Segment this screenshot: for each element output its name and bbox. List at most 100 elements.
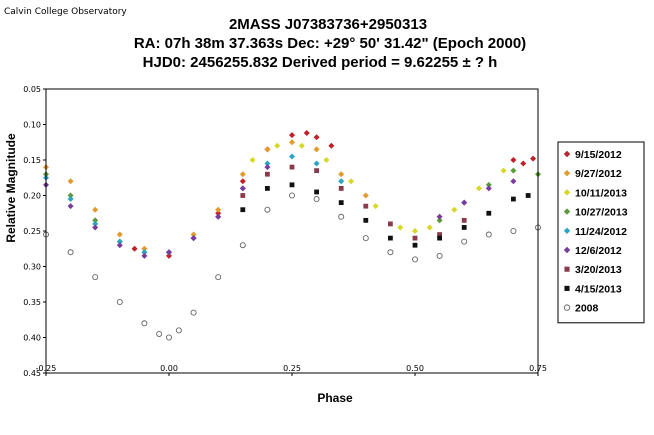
plot-area [43, 130, 542, 341]
x-tick-label: 0.00 [160, 364, 178, 373]
x-tick-label: -0.25 [36, 364, 57, 373]
observatory-credit: Calvin College Observatory [4, 7, 127, 17]
data-point [475, 185, 482, 192]
chart-subtitle-period: HJD0: 2456255.832 Derived period = 9.622… [142, 54, 498, 71]
data-point [289, 164, 295, 170]
y-tick-label: 0.20 [23, 192, 41, 201]
data-point [289, 182, 295, 188]
data-point [461, 217, 467, 223]
data-point [265, 186, 270, 191]
data-point [215, 274, 222, 281]
chart-title: 2MASS J07383736+2950313 [228, 16, 428, 33]
axes: 0.05 0.10 0.15 0.20 0.25 0.30 0.35 0.40 0.45-0.2… [23, 85, 547, 378]
data-point [264, 160, 271, 167]
data-point [338, 171, 345, 178]
y-tick-label: 0.05 [23, 85, 41, 94]
data-point [289, 139, 295, 146]
data-point [485, 181, 492, 188]
y-tick-label: 0.25 [23, 227, 41, 236]
data-point [116, 242, 123, 249]
legend-label: 9/15/2012 [575, 149, 622, 161]
data-point [510, 178, 517, 185]
data-point [436, 252, 443, 259]
data-point [338, 200, 344, 205]
data-point [67, 249, 74, 256]
data-point [328, 142, 335, 149]
data-point [190, 235, 197, 242]
series-8 [43, 192, 542, 341]
series-5 [43, 164, 517, 259]
legend-box [557, 141, 645, 324]
y-tick-label: 0.40 [23, 334, 41, 343]
x-axis-label: Phase [317, 391, 353, 405]
data-point [520, 160, 527, 167]
data-point [166, 252, 172, 259]
data-point [298, 142, 305, 149]
data-point [116, 299, 123, 306]
data-point [249, 157, 256, 163]
data-point [67, 192, 74, 199]
data-point [412, 235, 418, 241]
data-point [486, 210, 492, 216]
data-point [215, 213, 222, 220]
data-point [92, 217, 99, 224]
data-point [313, 134, 320, 141]
legend-marker [563, 227, 571, 234]
data-point [239, 171, 246, 178]
data-point [388, 221, 393, 227]
legend-marker [563, 304, 571, 311]
legend-label: 11/24/2012 [575, 226, 627, 238]
data-point [141, 252, 148, 259]
data-point [363, 203, 369, 209]
data-point [289, 192, 296, 199]
series-7 [240, 182, 531, 248]
data-point [412, 242, 418, 248]
y-tick-label: 0.15 [23, 156, 41, 165]
data-point [264, 206, 271, 213]
data-point [131, 245, 138, 252]
data-point [387, 249, 394, 256]
data-point [313, 160, 320, 167]
data-point [165, 334, 172, 341]
data-point [362, 235, 369, 242]
data-point [92, 206, 99, 213]
series-2 [249, 142, 507, 234]
data-point [461, 199, 468, 206]
legend-label: 12/6/2012 [575, 245, 622, 257]
data-point [141, 249, 148, 256]
data-point [156, 330, 163, 337]
data-point [348, 178, 355, 185]
data-point [264, 164, 271, 171]
data-point [289, 153, 295, 160]
data-point [397, 224, 404, 231]
data-point [461, 238, 468, 245]
data-point [500, 167, 507, 174]
y-tick-label: 0.10 [23, 121, 41, 130]
data-point [426, 224, 433, 231]
data-point [437, 232, 442, 237]
data-point [264, 146, 271, 153]
data-point [215, 210, 222, 217]
legend-label: 2008 [575, 303, 599, 315]
data-point [313, 196, 320, 203]
legend-marker [563, 246, 571, 254]
series-1 [43, 139, 369, 256]
legend-marker [564, 266, 570, 272]
data-point [314, 168, 319, 174]
data-point [265, 171, 270, 177]
data-point [485, 231, 492, 238]
data-point [67, 178, 74, 185]
legend-marker [563, 189, 571, 196]
legend-label: 4/15/2013 [575, 283, 622, 295]
data-point [190, 309, 197, 316]
data-point [141, 245, 148, 252]
data-point [141, 320, 148, 327]
data-point [175, 327, 182, 334]
data-point [313, 146, 320, 153]
data-point [289, 132, 295, 139]
data-point [363, 217, 369, 223]
data-point [92, 220, 99, 227]
data-point [116, 231, 123, 238]
data-point [511, 196, 516, 202]
data-point [451, 206, 458, 213]
